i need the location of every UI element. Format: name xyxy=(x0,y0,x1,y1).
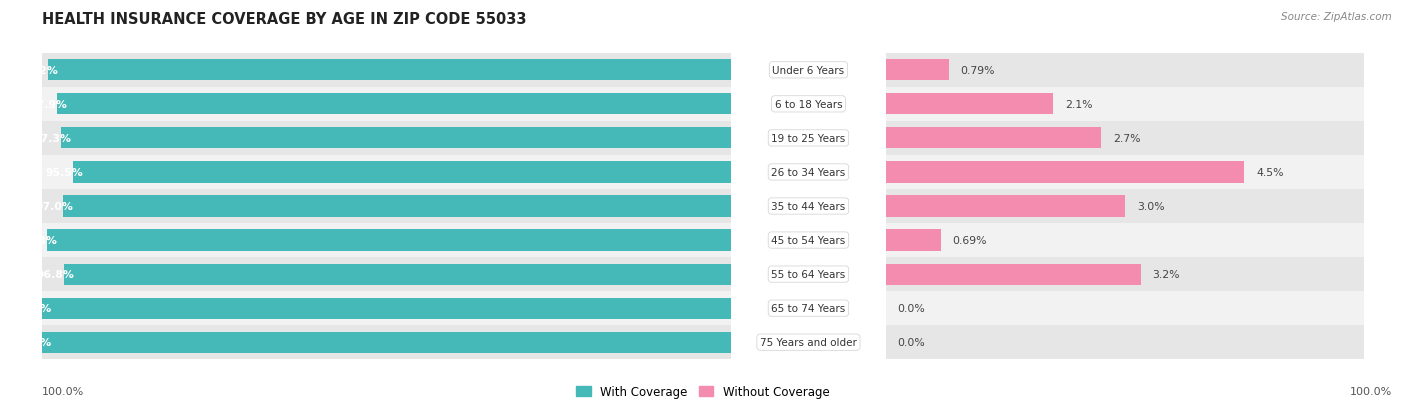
Bar xyxy=(42,88,731,121)
Text: 97.9%: 97.9% xyxy=(30,100,67,109)
Bar xyxy=(60,128,731,149)
Text: 100.0%: 100.0% xyxy=(42,387,84,396)
Text: 96.8%: 96.8% xyxy=(37,269,75,280)
Bar xyxy=(42,121,731,156)
Bar xyxy=(886,257,1364,292)
Bar xyxy=(886,264,1140,285)
Bar xyxy=(886,196,1125,217)
Text: Under 6 Years: Under 6 Years xyxy=(772,66,845,76)
Bar xyxy=(886,121,1364,156)
Text: 75 Years and older: 75 Years and older xyxy=(761,337,856,347)
Text: Source: ZipAtlas.com: Source: ZipAtlas.com xyxy=(1281,12,1392,22)
Text: 0.0%: 0.0% xyxy=(898,337,925,347)
Bar xyxy=(73,162,731,183)
Text: 4.5%: 4.5% xyxy=(1257,168,1284,178)
Text: 55 to 64 Years: 55 to 64 Years xyxy=(772,269,845,280)
Bar xyxy=(886,190,1364,223)
Text: 3.0%: 3.0% xyxy=(1136,202,1164,211)
Bar xyxy=(42,298,731,319)
Legend: With Coverage, Without Coverage: With Coverage, Without Coverage xyxy=(572,381,834,403)
Text: 97.0%: 97.0% xyxy=(35,202,73,211)
Bar xyxy=(48,60,731,81)
Bar xyxy=(886,325,1364,359)
Text: 2.1%: 2.1% xyxy=(1066,100,1092,109)
Bar xyxy=(42,257,731,292)
Text: 0.79%: 0.79% xyxy=(960,66,995,76)
Text: 100.0%: 100.0% xyxy=(1350,387,1392,396)
Text: 99.3%: 99.3% xyxy=(20,235,58,245)
Bar xyxy=(886,54,1364,88)
Text: 0.0%: 0.0% xyxy=(898,304,925,313)
Text: 99.2%: 99.2% xyxy=(20,66,58,76)
Bar xyxy=(886,292,1364,325)
Text: 45 to 54 Years: 45 to 54 Years xyxy=(772,235,845,245)
Text: 2.7%: 2.7% xyxy=(1114,133,1140,144)
Text: 100.0%: 100.0% xyxy=(7,337,52,347)
Text: 19 to 25 Years: 19 to 25 Years xyxy=(772,133,845,144)
Text: 6 to 18 Years: 6 to 18 Years xyxy=(775,100,842,109)
Bar xyxy=(63,196,731,217)
Bar xyxy=(886,88,1364,121)
Bar xyxy=(42,325,731,359)
Bar xyxy=(886,60,949,81)
Bar xyxy=(46,230,731,251)
Text: 97.3%: 97.3% xyxy=(34,133,72,144)
Bar xyxy=(42,54,731,88)
Bar xyxy=(886,223,1364,257)
Text: 35 to 44 Years: 35 to 44 Years xyxy=(772,202,845,211)
Bar xyxy=(42,156,731,190)
Bar xyxy=(886,156,1364,190)
Text: 100.0%: 100.0% xyxy=(7,304,52,313)
Bar xyxy=(886,162,1244,183)
Bar xyxy=(65,264,731,285)
Bar xyxy=(56,94,731,115)
Text: 0.69%: 0.69% xyxy=(953,235,987,245)
Text: 65 to 74 Years: 65 to 74 Years xyxy=(772,304,845,313)
Text: HEALTH INSURANCE COVERAGE BY AGE IN ZIP CODE 55033: HEALTH INSURANCE COVERAGE BY AGE IN ZIP … xyxy=(42,12,527,27)
Bar xyxy=(42,223,731,257)
Bar xyxy=(42,190,731,223)
Text: 26 to 34 Years: 26 to 34 Years xyxy=(772,168,845,178)
Text: 3.2%: 3.2% xyxy=(1153,269,1180,280)
Bar xyxy=(42,292,731,325)
Bar xyxy=(42,332,731,353)
Text: 95.5%: 95.5% xyxy=(46,168,83,178)
Bar xyxy=(886,128,1101,149)
Bar xyxy=(886,230,941,251)
Bar xyxy=(886,94,1053,115)
